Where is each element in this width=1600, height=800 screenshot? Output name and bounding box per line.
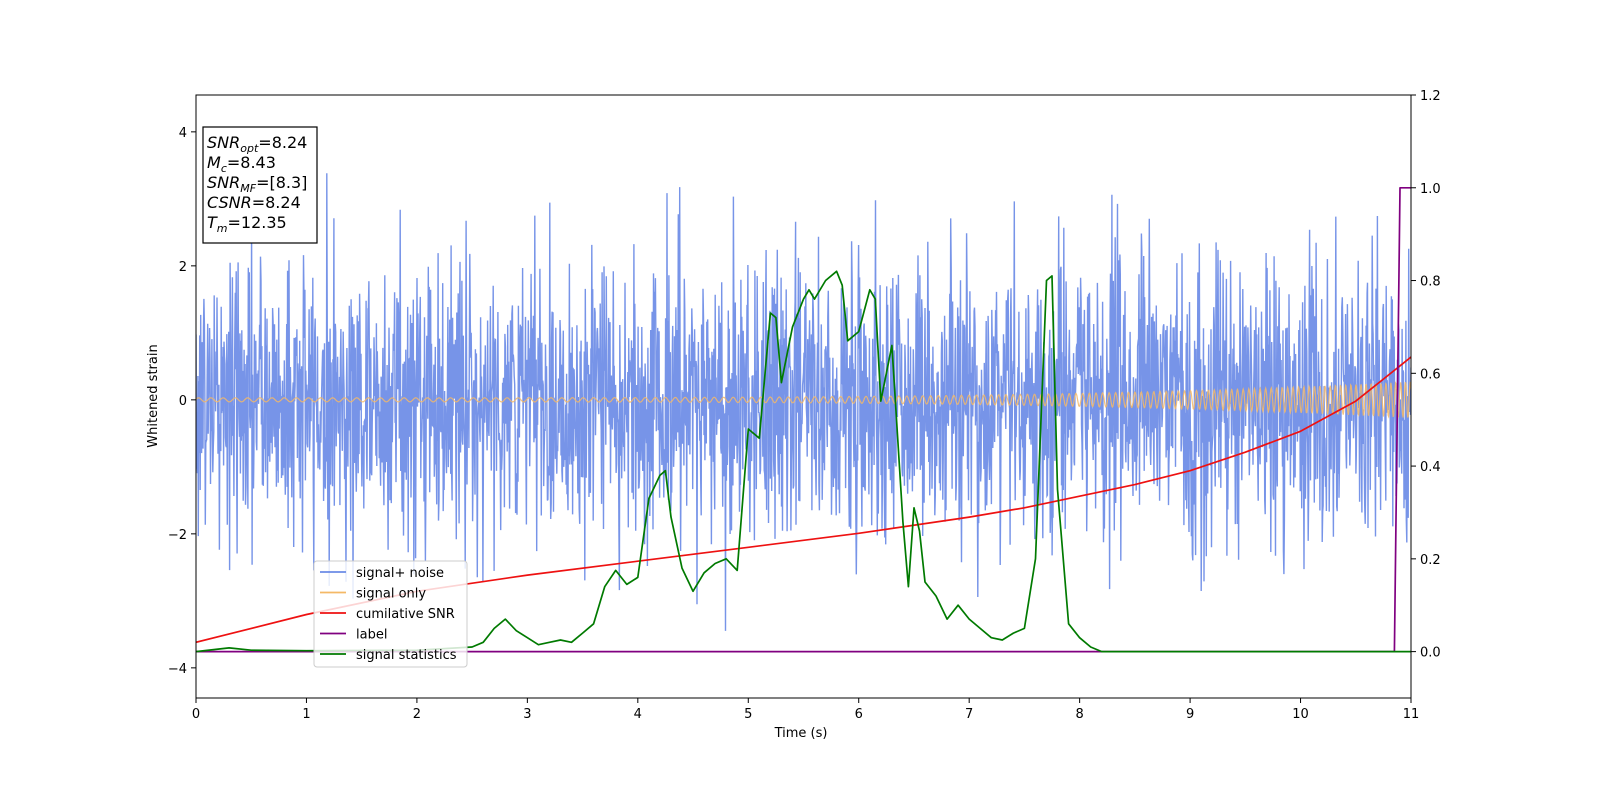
x-tick-label: 0 xyxy=(192,707,200,722)
annotation-value: =8.43 xyxy=(227,153,276,172)
legend-frame xyxy=(313,560,468,668)
legend: signal+ noise signal only cumilative SNR la… xyxy=(313,560,468,668)
annotation-symbol: SNR xyxy=(207,133,240,152)
y-right-tick-label: 0.6 xyxy=(1420,367,1441,382)
y-right-tick-label: 0.0 xyxy=(1420,646,1441,661)
y-right-tick-label: 0.2 xyxy=(1420,553,1441,568)
annotation-value: =8.24 xyxy=(258,133,307,152)
x-tick-label: 1 xyxy=(302,707,310,722)
annotation-symbol: CSNR xyxy=(207,193,252,212)
annotation-value: =8.24 xyxy=(252,193,301,212)
annotation-line: Mc=8.43 xyxy=(207,153,276,175)
series-layer xyxy=(196,173,1411,653)
ticks-layer: 0 1 2 3 4 5 6 7 8 9 10 11 −4 −2 0 2 4 0.0 0.2 0.4 0.6 0.8 1.0 1… xyxy=(168,89,1441,722)
plot-frame xyxy=(195,94,1412,699)
annotation-box: SNRopt=8.24Mc=8.43SNRMF=[8.3]CSNR=8.24Tm… xyxy=(202,126,318,244)
annotation-symbol: SNR xyxy=(207,173,240,192)
annotation-subscript: MF xyxy=(240,182,256,195)
annotation-value: =[8.3] xyxy=(256,173,307,192)
annotation-frame xyxy=(202,126,318,244)
x-tick-label: 7 xyxy=(965,707,973,722)
annotation-subscript: c xyxy=(221,162,227,175)
y-right-tick-label: 1.0 xyxy=(1420,182,1441,197)
series-signal-statistics-line xyxy=(196,270,1411,653)
annotation-line: Tm=12.35 xyxy=(207,213,287,235)
annotation-symbol: T xyxy=(207,213,218,232)
x-tick-label: 3 xyxy=(523,707,531,722)
series-label-line xyxy=(196,186,1411,653)
y-left-tick-label: −4 xyxy=(168,662,187,677)
legend-entry-label: cumilative SNR xyxy=(356,607,455,622)
x-tick-label: 10 xyxy=(1292,707,1309,722)
y-right-tick-label: 0.8 xyxy=(1420,275,1441,290)
legend-entry-label: signal statistics xyxy=(356,648,457,663)
y-axis-title: Whitened strain xyxy=(146,344,161,447)
x-tick-label: 2 xyxy=(413,707,421,722)
x-tick-label: 9 xyxy=(1186,707,1194,722)
y-left-tick-label: 0 xyxy=(179,394,187,409)
annotation-line: SNRopt=8.24 xyxy=(207,133,307,155)
legend-entry-label: label xyxy=(356,628,387,643)
x-tick-label: 5 xyxy=(744,707,752,722)
annotation-value: =12.35 xyxy=(228,213,287,232)
series-cumilative-snr-line xyxy=(196,356,1411,644)
annotation-line: CSNR=8.24 xyxy=(207,193,301,212)
annotation-subscript: opt xyxy=(240,142,259,155)
y-right-tick-label: 0.4 xyxy=(1420,460,1441,475)
x-tick-label: 6 xyxy=(855,707,863,722)
legend-entry-label: signal only xyxy=(356,587,426,602)
x-tick-label: 11 xyxy=(1403,707,1420,722)
annotation-line: SNRMF=[8.3] xyxy=(207,173,307,195)
series-signal-only-line xyxy=(196,381,1411,419)
series-signal-noise-line xyxy=(196,173,1411,631)
x-tick-label: 8 xyxy=(1075,707,1083,722)
x-tick-label: 4 xyxy=(634,707,642,722)
y-right-tick-label: 1.2 xyxy=(1420,89,1441,104)
annotation-subscript: m xyxy=(217,222,228,235)
legend-entry-label: signal+ noise xyxy=(356,566,444,581)
y-left-tick-label: −2 xyxy=(168,528,187,543)
x-axis-title: Time (s) xyxy=(774,726,828,741)
y-left-tick-label: 4 xyxy=(179,126,187,141)
y-left-tick-label: 2 xyxy=(179,260,187,275)
annotation-symbol: M xyxy=(207,153,221,172)
